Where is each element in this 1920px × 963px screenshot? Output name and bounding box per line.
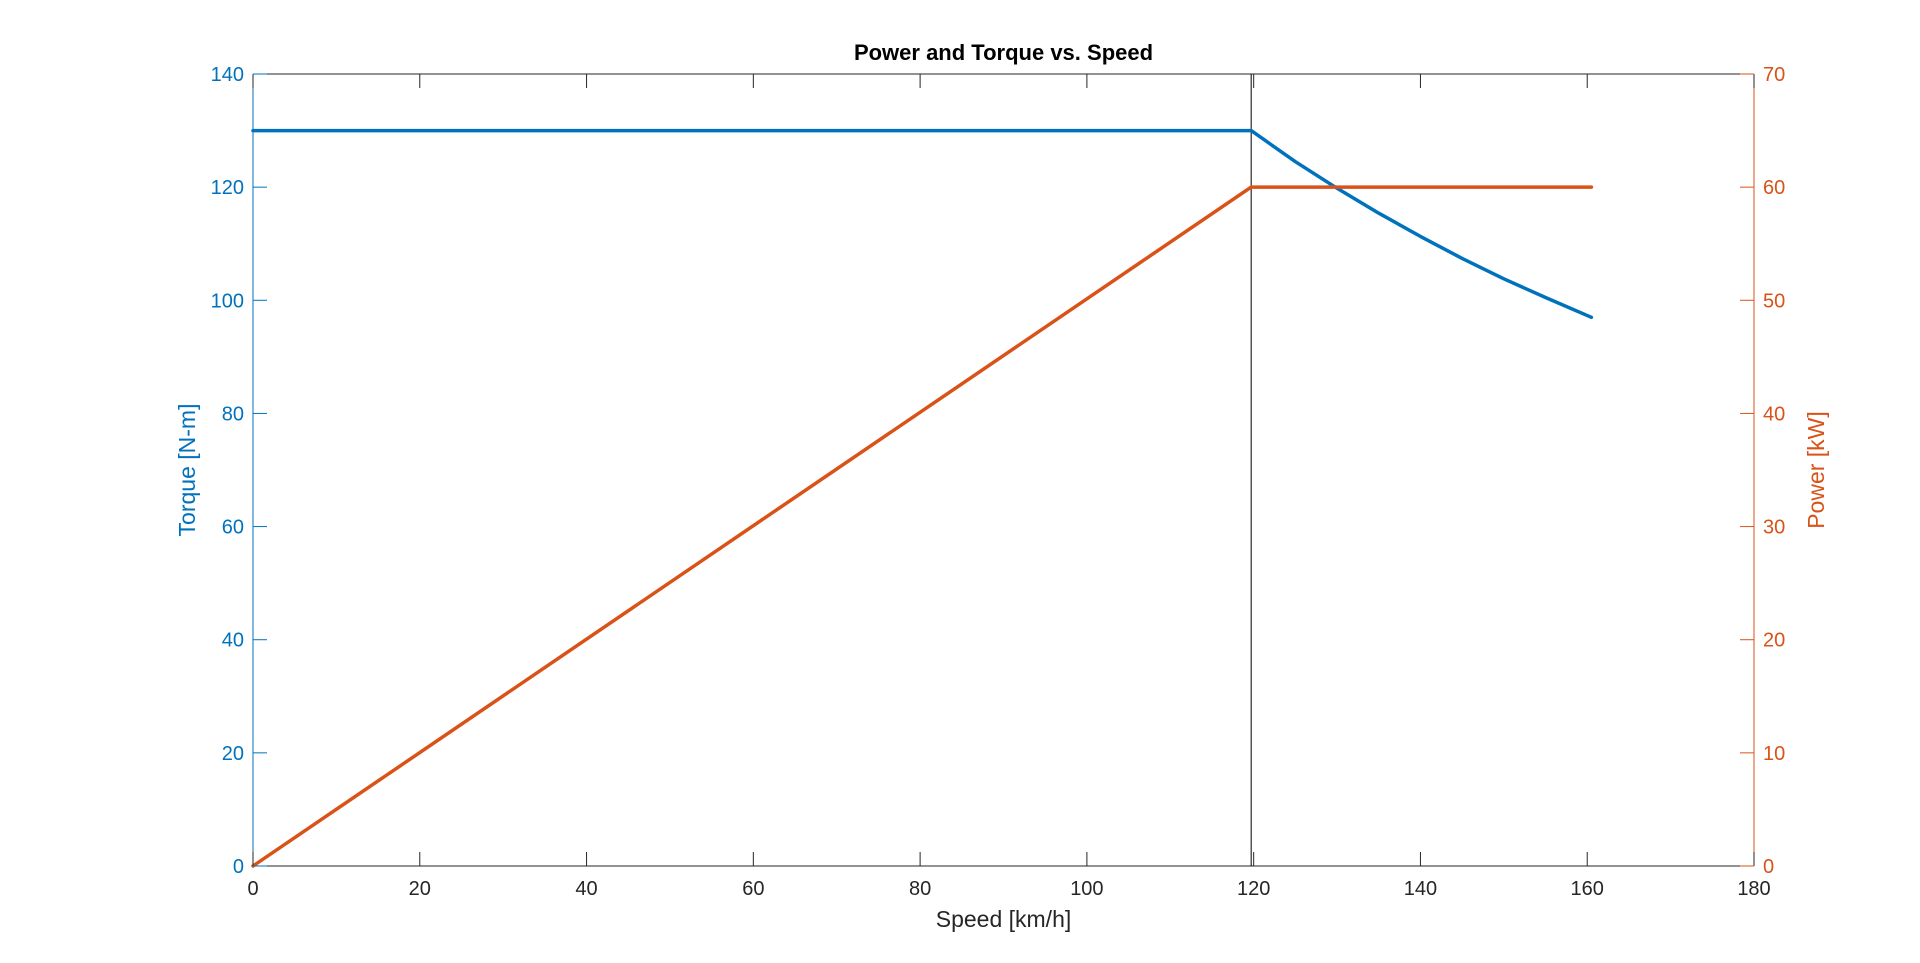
x-tick-label-1: 20: [409, 878, 431, 900]
left-tick-label-6: 120: [211, 177, 244, 199]
left-tick-label-4: 80: [222, 403, 244, 425]
right-tick-label-6: 60: [1763, 177, 1785, 199]
x-tick-label-7: 140: [1404, 878, 1437, 900]
x-tick-label-5: 100: [1070, 878, 1103, 900]
left-tick-label-0: 0: [233, 856, 244, 878]
right-tick-label-7: 70: [1763, 64, 1785, 86]
right-axis-ticks: 0 10 20 30 40 50 60 70: [1740, 64, 1785, 878]
x-tick-label-0: 0: [247, 878, 258, 900]
axes-box: [252, 73, 1755, 867]
left-tick-label-3: 60: [222, 517, 244, 539]
left-tick-label-7: 140: [211, 64, 244, 86]
power-series-line: [251, 185, 1594, 868]
x-tick-label-6: 120: [1237, 878, 1270, 900]
left-tick-label-1: 20: [222, 743, 244, 765]
left-axis-ticks: 0 20 40 60 80 100 120 140: [211, 64, 267, 878]
chart-title: Power and Torque vs. Speed: [854, 40, 1153, 65]
x-axis-ticks: 0 20 40 60 80 100 120 140 160 180: [247, 74, 1771, 900]
x-tick-label-3: 60: [742, 878, 764, 900]
x-axis-label: Speed [km/h]: [936, 906, 1072, 932]
left-axis-label: Torque [N-m]: [174, 404, 200, 537]
right-tick-label-3: 30: [1763, 517, 1785, 539]
x-tick-label-9: 180: [1737, 878, 1770, 900]
right-tick-label-4: 40: [1763, 403, 1785, 425]
left-tick-label-2: 40: [222, 630, 244, 652]
torque-series-line: [251, 128, 1594, 320]
right-tick-label-5: 50: [1763, 290, 1785, 312]
right-tick-label-1: 10: [1763, 743, 1785, 765]
x-tick-label-8: 160: [1571, 878, 1604, 900]
left-tick-label-5: 100: [211, 290, 244, 312]
right-tick-label-2: 20: [1763, 630, 1785, 652]
right-tick-label-0: 0: [1763, 856, 1774, 878]
x-tick-label-4: 80: [909, 878, 931, 900]
series-layer: [251, 74, 1594, 868]
right-axis-label: Power [kW]: [1803, 411, 1829, 529]
x-tick-label-2: 40: [575, 878, 597, 900]
plot-area: [253, 74, 1754, 866]
